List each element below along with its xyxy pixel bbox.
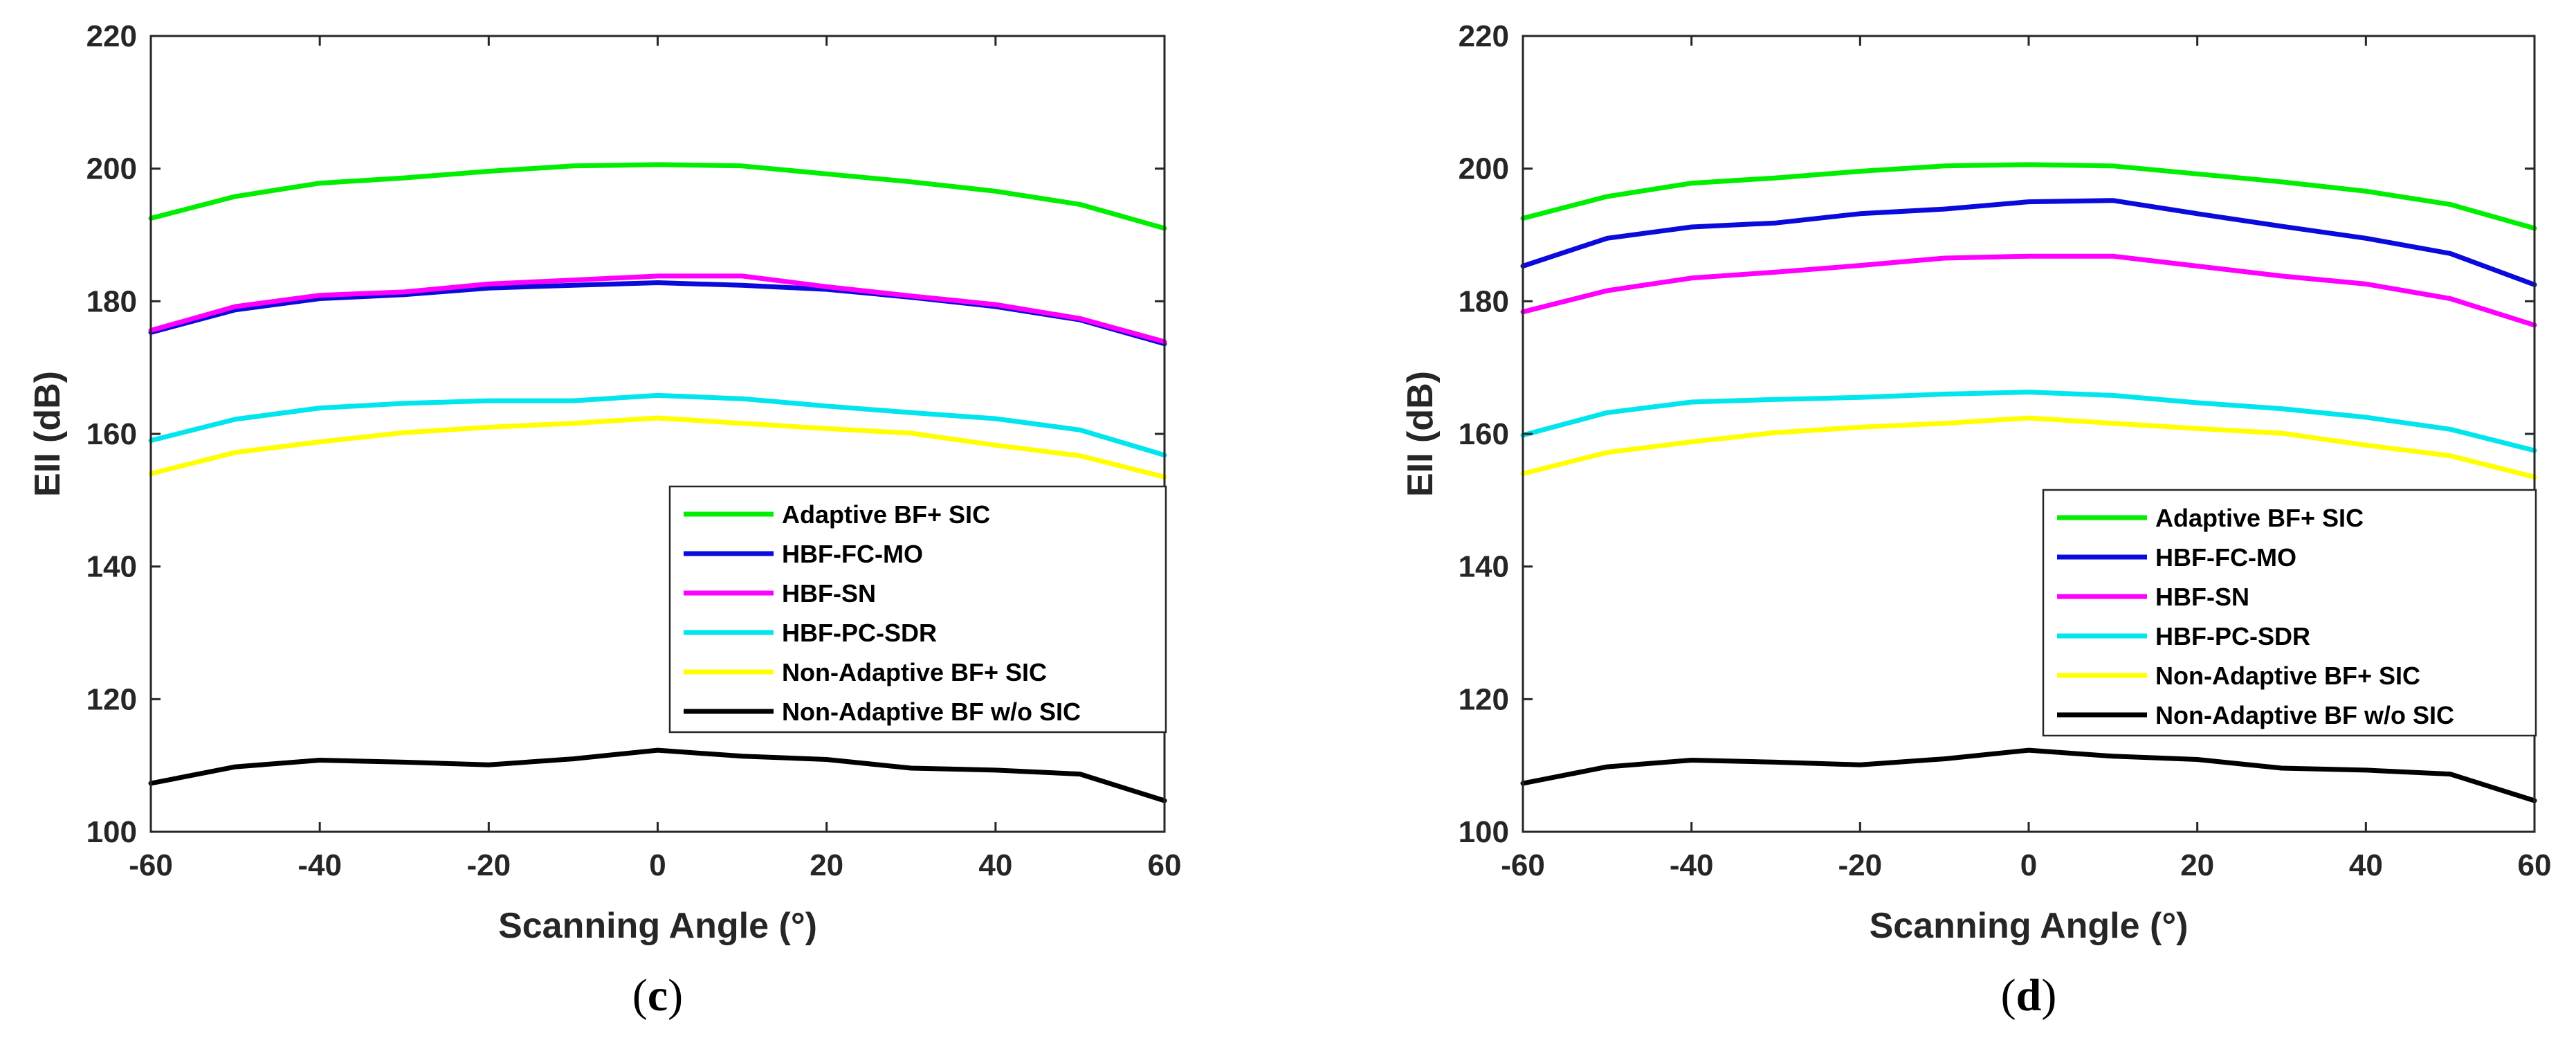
y-axis-label: EII (dB) [1400,371,1441,497]
panel-label: (d) [2001,970,2057,1021]
legend-box [2042,489,2537,737]
x-tick-label: -60 [1501,848,1545,882]
x-tick-label: 20 [2180,848,2214,882]
y-tick-label: 100 [86,815,137,849]
x-tick-label: 20 [810,848,843,882]
legend-label-non-adaptive-bf-sic: Non-Adaptive BF+ SIC [2155,662,2420,690]
legend-label-non-adaptive-bf-w-o-sic: Non-Adaptive BF w/o SIC [782,698,1081,726]
x-tick-label: 0 [2020,848,2037,882]
y-tick-label: 120 [86,682,137,716]
legend-label-hbf-pc-sdr: HBF-PC-SDR [782,619,937,647]
x-tick-label: 60 [1148,848,1182,882]
y-tick-label: 160 [86,417,137,451]
y-tick-label: 180 [1459,284,1509,318]
legend: Adaptive BF+ SIC HBF-FC-MO HBF-SN HBF-PC-SD… [2042,489,2537,737]
y-tick-label: 220 [86,19,137,53]
chart-panel-c: -60 -40 -20 0 20 40 60 100 120 140 160 180 200 220 Sca… [28,19,1181,1021]
legend-label-hbf-fc-mo: HBF-FC-MO [782,540,923,568]
legend-label-hbf-pc-sdr: HBF-PC-SDR [2155,622,2310,650]
x-tick-label: 60 [2518,848,2552,882]
x-tick-label: -40 [1670,848,1714,882]
y-tick-label: 180 [86,284,137,318]
x-tick-label: 0 [649,848,666,882]
y-tick-label: 200 [1459,152,1509,186]
x-tick-label: -60 [129,848,173,882]
legend-label-non-adaptive-bf-w-o-sic: Non-Adaptive BF w/o SIC [2155,701,2454,729]
y-tick-label: 160 [1459,417,1509,451]
chart-panel-d: -60 -40 -20 0 20 40 60 100 120 140 160 180 200 220 Sca… [1400,19,2551,1021]
legend-label-adaptive-bf-sic: Adaptive BF+ SIC [2155,504,2364,532]
x-tick-label: -20 [1838,848,1883,882]
y-axis-label: EII (dB) [28,371,68,497]
x-tick-label: -20 [467,848,511,882]
legend-label-hbf-sn: HBF-SN [2155,583,2249,611]
x-tick-label: 40 [2349,848,2383,882]
y-tick-label: 200 [86,152,137,186]
y-tick-label: 120 [1459,682,1509,716]
panel-label: (c) [632,970,683,1021]
y-tick-label: 100 [1459,815,1509,849]
legend: Adaptive BF+ SIC HBF-FC-MO HBF-SN HBF-PC-SD… [668,485,1167,734]
x-tick-label: 40 [978,848,1012,882]
series-group [148,162,1167,803]
legend-label-hbf-sn: HBF-SN [782,579,876,608]
x-axis-label: Scanning Angle (°) [498,906,817,946]
y-tick-label: 220 [1459,19,1509,53]
legend-label-hbf-fc-mo: HBF-FC-MO [2155,543,2296,572]
x-tick-label: -40 [298,848,342,882]
y-tick-label: 140 [86,550,137,584]
legend-label-non-adaptive-bf-sic: Non-Adaptive BF+ SIC [782,658,1047,686]
legend-label-adaptive-bf-sic: Adaptive BF+ SIC [782,500,990,529]
x-axis-label: Scanning Angle (°) [1870,906,2189,946]
y-tick-label: 140 [1459,550,1509,584]
legend-box [668,485,1167,734]
series-group [1520,162,2537,803]
